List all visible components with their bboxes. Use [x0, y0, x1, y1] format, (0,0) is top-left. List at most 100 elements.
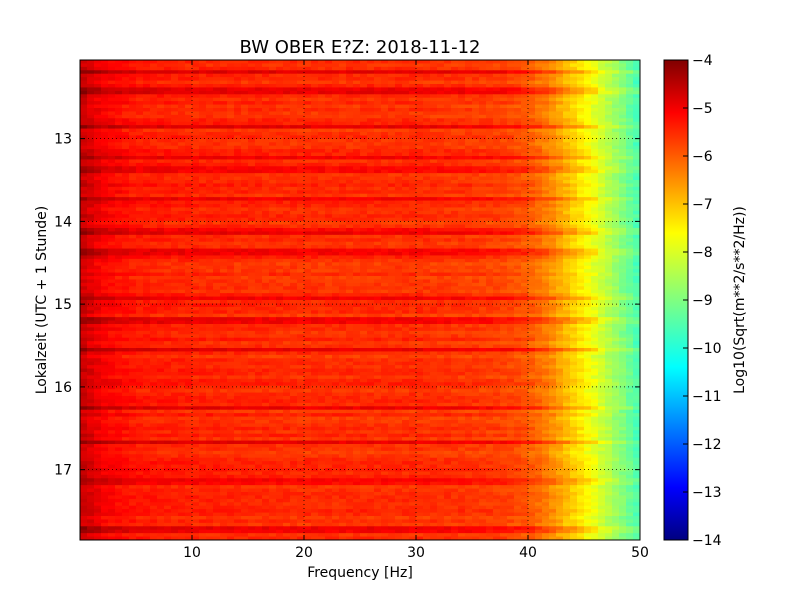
heatmap-cell [199, 258, 207, 263]
heatmap-cell [206, 90, 214, 95]
heatmap-cell [521, 224, 529, 229]
heatmap-cell [339, 70, 347, 75]
heatmap-cell [374, 149, 382, 154]
heatmap-cell [402, 197, 410, 202]
heatmap-cell [164, 228, 172, 233]
heatmap-cell [87, 135, 95, 140]
heatmap-cell [262, 63, 270, 68]
heatmap-cell [346, 207, 354, 212]
heatmap-cell [563, 169, 571, 174]
heatmap-cell [598, 60, 606, 65]
heatmap-cell [381, 152, 389, 157]
heatmap-cell [521, 108, 529, 113]
heatmap-cell [486, 190, 494, 195]
heatmap-cell [171, 197, 179, 202]
heatmap-cell [479, 87, 487, 92]
heatmap-cell [612, 132, 620, 137]
heatmap-cell [332, 121, 340, 126]
heatmap-cell [199, 207, 207, 212]
heatmap-cell [472, 108, 480, 113]
heatmap-cell [402, 176, 410, 181]
heatmap-cell [388, 262, 396, 267]
heatmap-cell [465, 73, 473, 78]
heatmap-cell [115, 207, 123, 212]
heatmap-cell [493, 166, 501, 171]
heatmap-cell [185, 255, 193, 260]
heatmap-cell [514, 193, 522, 198]
heatmap-cell [479, 104, 487, 109]
heatmap-cell [353, 118, 361, 123]
heatmap-cell [339, 152, 347, 157]
heatmap-cell [262, 149, 270, 154]
heatmap-cell [514, 180, 522, 185]
heatmap-cell [311, 166, 319, 171]
heatmap-cell [164, 231, 172, 236]
heatmap-cell [479, 265, 487, 270]
heatmap-cell [542, 173, 550, 178]
heatmap-cell [395, 245, 403, 250]
heatmap-cell [493, 142, 501, 147]
heatmap-cell [297, 80, 305, 85]
heatmap-cell [332, 142, 340, 147]
heatmap-cell [388, 138, 396, 143]
heatmap-cell [290, 97, 298, 102]
heatmap-cell [486, 108, 494, 113]
heatmap-cell [311, 210, 319, 215]
heatmap-cell [619, 80, 627, 85]
heatmap-cell [136, 94, 144, 99]
heatmap-cell [437, 135, 445, 140]
heatmap-cell [108, 66, 116, 71]
heatmap-cell [94, 193, 102, 198]
heatmap-cell [199, 135, 207, 140]
heatmap-cell [136, 173, 144, 178]
heatmap-cell [598, 258, 606, 263]
heatmap-cell [528, 180, 536, 185]
heatmap-cell [318, 152, 326, 157]
heatmap-cell [150, 238, 158, 243]
heatmap-cell [360, 269, 368, 274]
heatmap-cell [318, 94, 326, 99]
heatmap-cell [584, 252, 592, 257]
heatmap-cell [507, 238, 515, 243]
heatmap-cell [206, 173, 214, 178]
heatmap-cell [227, 84, 235, 89]
heatmap-cell [269, 197, 277, 202]
heatmap-cell [626, 200, 634, 205]
heatmap-cell [353, 186, 361, 191]
heatmap-cell [514, 162, 522, 167]
heatmap-cell [87, 169, 95, 174]
heatmap-cell [577, 159, 585, 164]
heatmap-cell [304, 231, 312, 236]
heatmap-cell [164, 142, 172, 147]
heatmap-cell [577, 111, 585, 116]
heatmap-cell [465, 169, 473, 174]
heatmap-cell [199, 204, 207, 209]
heatmap-cell [353, 200, 361, 205]
heatmap-cell [185, 166, 193, 171]
heatmap-cell [80, 200, 88, 205]
heatmap-cell [486, 248, 494, 253]
heatmap-cell [598, 169, 606, 174]
heatmap-cell [192, 234, 200, 239]
heatmap-cell [220, 138, 228, 143]
heatmap-cell [353, 176, 361, 181]
heatmap-cell [192, 224, 200, 229]
heatmap-cell [360, 162, 368, 167]
heatmap-cell [416, 186, 424, 191]
heatmap-cell [178, 77, 186, 82]
heatmap-cell [374, 176, 382, 181]
heatmap-cell [213, 265, 221, 270]
heatmap-cell [213, 108, 221, 113]
heatmap-cell [605, 108, 613, 113]
heatmap-cell [577, 104, 585, 109]
heatmap-cell [150, 204, 158, 209]
heatmap-cell [619, 228, 627, 233]
heatmap-cell [185, 77, 193, 82]
heatmap-cell [535, 252, 543, 257]
heatmap-cell [290, 63, 298, 68]
heatmap-cell [164, 73, 172, 78]
heatmap-cell [178, 63, 186, 68]
heatmap-cell [633, 94, 640, 99]
heatmap-cell [220, 73, 228, 78]
heatmap-cell [416, 228, 424, 233]
